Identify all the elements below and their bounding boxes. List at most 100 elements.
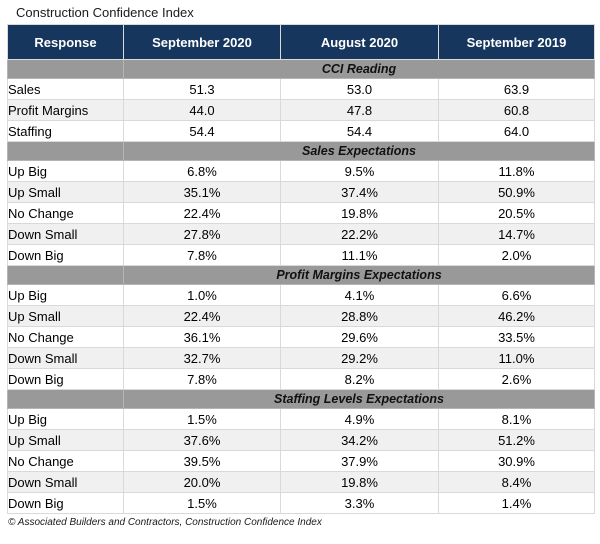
value-cell: 50.9% xyxy=(438,181,595,203)
section-label: Sales Expectations xyxy=(123,141,595,161)
section-header-row: Profit Margins Expectations xyxy=(7,265,595,285)
section-label: CCI Reading xyxy=(123,59,595,79)
table-row: Down Small 20.0% 19.8% 8.4% xyxy=(7,471,595,493)
value-cell: 32.7% xyxy=(123,347,281,369)
section-label: Profit Margins Expectations xyxy=(123,265,595,285)
value-cell: 7.8% xyxy=(123,368,281,390)
cci-table: Response September 2020 August 2020 Septemb… xyxy=(7,24,595,514)
value-cell: 11.8% xyxy=(438,160,595,182)
table-row: No Change 36.1% 29.6% 33.5% xyxy=(7,326,595,348)
value-cell: 22.4% xyxy=(123,202,281,224)
footer-credit: © Associated Builders and Contractors, C… xyxy=(8,517,322,528)
table-header-row: Response September 2020 August 2020 Septemb… xyxy=(7,24,595,60)
row-label-cell: No Change xyxy=(7,326,124,348)
value-cell: 4.1% xyxy=(280,284,439,306)
value-cell: 53.0 xyxy=(280,78,439,100)
value-cell: 8.4% xyxy=(438,471,595,493)
table-row: No Change 39.5% 37.9% 30.9% xyxy=(7,450,595,472)
value-cell: 20.5% xyxy=(438,202,595,224)
table-row: Down Small 32.7% 29.2% 11.0% xyxy=(7,347,595,369)
value-cell: 51.2% xyxy=(438,429,595,451)
value-cell: 11.1% xyxy=(280,244,439,266)
section-header-row: CCI Reading xyxy=(7,59,595,79)
table-row: Down Big 7.8% 11.1% 2.0% xyxy=(7,244,595,266)
column-header-september-2020: September 2020 xyxy=(123,24,281,60)
value-cell: 14.7% xyxy=(438,223,595,245)
value-cell: 1.5% xyxy=(123,408,281,430)
row-label-cell: Up Big xyxy=(7,408,124,430)
value-cell: 19.8% xyxy=(280,471,439,493)
value-cell: 8.2% xyxy=(280,368,439,390)
table-row: Down Big 7.8% 8.2% 2.6% xyxy=(7,368,595,390)
section-header-row: Sales Expectations xyxy=(7,141,595,161)
table-row: Up Small 35.1% 37.4% 50.9% xyxy=(7,181,595,203)
section-spacer-cell xyxy=(7,59,124,79)
value-cell: 6.8% xyxy=(123,160,281,182)
value-cell: 44.0 xyxy=(123,99,281,121)
value-cell: 35.1% xyxy=(123,181,281,203)
row-label-cell: Down Small xyxy=(7,347,124,369)
row-label-cell: Up Small xyxy=(7,305,124,327)
value-cell: 1.0% xyxy=(123,284,281,306)
value-cell: 8.1% xyxy=(438,408,595,430)
table-row: Up Big 6.8% 9.5% 11.8% xyxy=(7,160,595,182)
column-header-september-2019: September 2019 xyxy=(438,24,595,60)
value-cell: 1.4% xyxy=(438,492,595,514)
value-cell: 27.8% xyxy=(123,223,281,245)
page-title: Construction Confidence Index xyxy=(16,5,194,20)
column-header-response: Response xyxy=(7,24,124,60)
value-cell: 37.9% xyxy=(280,450,439,472)
value-cell: 33.5% xyxy=(438,326,595,348)
table-row: Up Big 1.0% 4.1% 6.6% xyxy=(7,284,595,306)
row-label-cell: No Change xyxy=(7,450,124,472)
value-cell: 22.2% xyxy=(280,223,439,245)
value-cell: 64.0 xyxy=(438,120,595,142)
row-label-cell: Down Small xyxy=(7,223,124,245)
value-cell: 46.2% xyxy=(438,305,595,327)
row-label-cell: Up Big xyxy=(7,160,124,182)
value-cell: 51.3 xyxy=(123,78,281,100)
section-spacer-cell xyxy=(7,389,124,409)
row-label-cell: Staffing xyxy=(7,120,124,142)
table-row: No Change 22.4% 19.8% 20.5% xyxy=(7,202,595,224)
row-label-cell: Profit Margins xyxy=(7,99,124,121)
section-spacer-cell xyxy=(7,265,124,285)
table-row: Staffing 54.4 54.4 64.0 xyxy=(7,120,595,142)
row-label-cell: Down Big xyxy=(7,492,124,514)
value-cell: 19.8% xyxy=(280,202,439,224)
value-cell: 11.0% xyxy=(438,347,595,369)
row-label-cell: Down Big xyxy=(7,244,124,266)
row-label-cell: No Change xyxy=(7,202,124,224)
table-row: Up Small 37.6% 34.2% 51.2% xyxy=(7,429,595,451)
value-cell: 7.8% xyxy=(123,244,281,266)
table-row: Down Big 1.5% 3.3% 1.4% xyxy=(7,492,595,514)
table-body: CCI Reading Sales 51.3 53.0 63.9 Profit Margi… xyxy=(7,59,595,514)
value-cell: 20.0% xyxy=(123,471,281,493)
value-cell: 47.8 xyxy=(280,99,439,121)
column-header-august-2020: August 2020 xyxy=(280,24,439,60)
value-cell: 1.5% xyxy=(123,492,281,514)
value-cell: 34.2% xyxy=(280,429,439,451)
value-cell: 30.9% xyxy=(438,450,595,472)
table-row: Up Small 22.4% 28.8% 46.2% xyxy=(7,305,595,327)
value-cell: 29.2% xyxy=(280,347,439,369)
value-cell: 28.8% xyxy=(280,305,439,327)
value-cell: 29.6% xyxy=(280,326,439,348)
section-spacer-cell xyxy=(7,141,124,161)
row-label-cell: Sales xyxy=(7,78,124,100)
table-row: Down Small 27.8% 22.2% 14.7% xyxy=(7,223,595,245)
value-cell: 39.5% xyxy=(123,450,281,472)
section-label: Staffing Levels Expectations xyxy=(123,389,595,409)
value-cell: 60.8 xyxy=(438,99,595,121)
value-cell: 6.6% xyxy=(438,284,595,306)
value-cell: 37.6% xyxy=(123,429,281,451)
row-label-cell: Up Small xyxy=(7,429,124,451)
value-cell: 63.9 xyxy=(438,78,595,100)
value-cell: 2.6% xyxy=(438,368,595,390)
table-row: Up Big 1.5% 4.9% 8.1% xyxy=(7,408,595,430)
value-cell: 2.0% xyxy=(438,244,595,266)
row-label-cell: Down Big xyxy=(7,368,124,390)
value-cell: 3.3% xyxy=(280,492,439,514)
value-cell: 54.4 xyxy=(280,120,439,142)
value-cell: 36.1% xyxy=(123,326,281,348)
